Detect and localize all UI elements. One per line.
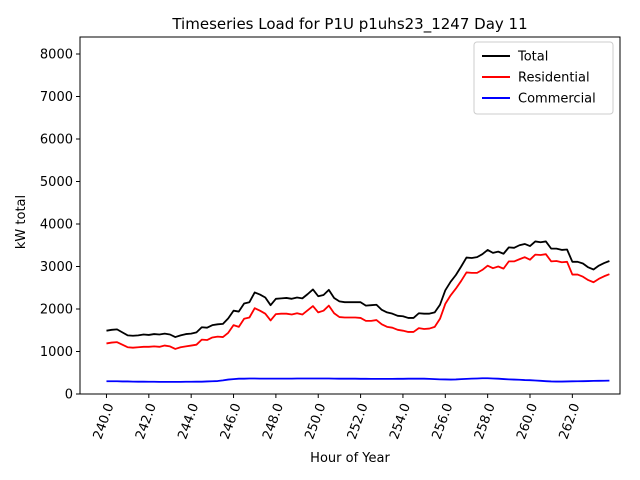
legend-label-commercial: Commercial (518, 92, 596, 107)
x-axis-label: Hour of Year (310, 451, 390, 466)
y-tick-label: 2000 (40, 303, 73, 318)
y-axis: 0 1000 2000 3000 4000 5000 6000 7000 8000 (40, 48, 80, 403)
y-tick-label: 5000 (40, 175, 73, 190)
chart-title: Timeseries Load for P1U p1uhs23_1247 Day… (171, 15, 527, 34)
legend-label-total: Total (517, 50, 548, 65)
y-tick-label: 0 (65, 388, 73, 403)
y-axis-label: kW total (14, 195, 29, 249)
legend-box (473, 41, 614, 115)
series-line-total (106, 240, 610, 338)
y-tick-label: 8000 (40, 48, 73, 63)
y-tick-label: 1000 (40, 345, 73, 360)
legend: Total Residential Commercial (473, 41, 614, 115)
legend-label-residential: Residential (518, 71, 590, 86)
series-line-commercial (106, 377, 610, 383)
y-tick-label: 6000 (40, 133, 73, 148)
y-tick-label: 4000 (40, 218, 73, 233)
plot-area (79, 36, 621, 395)
y-tick-label: 3000 (40, 260, 73, 275)
series-line-residential (106, 253, 610, 350)
y-tick-label: 7000 (40, 90, 73, 105)
plot-frame (79, 36, 621, 395)
